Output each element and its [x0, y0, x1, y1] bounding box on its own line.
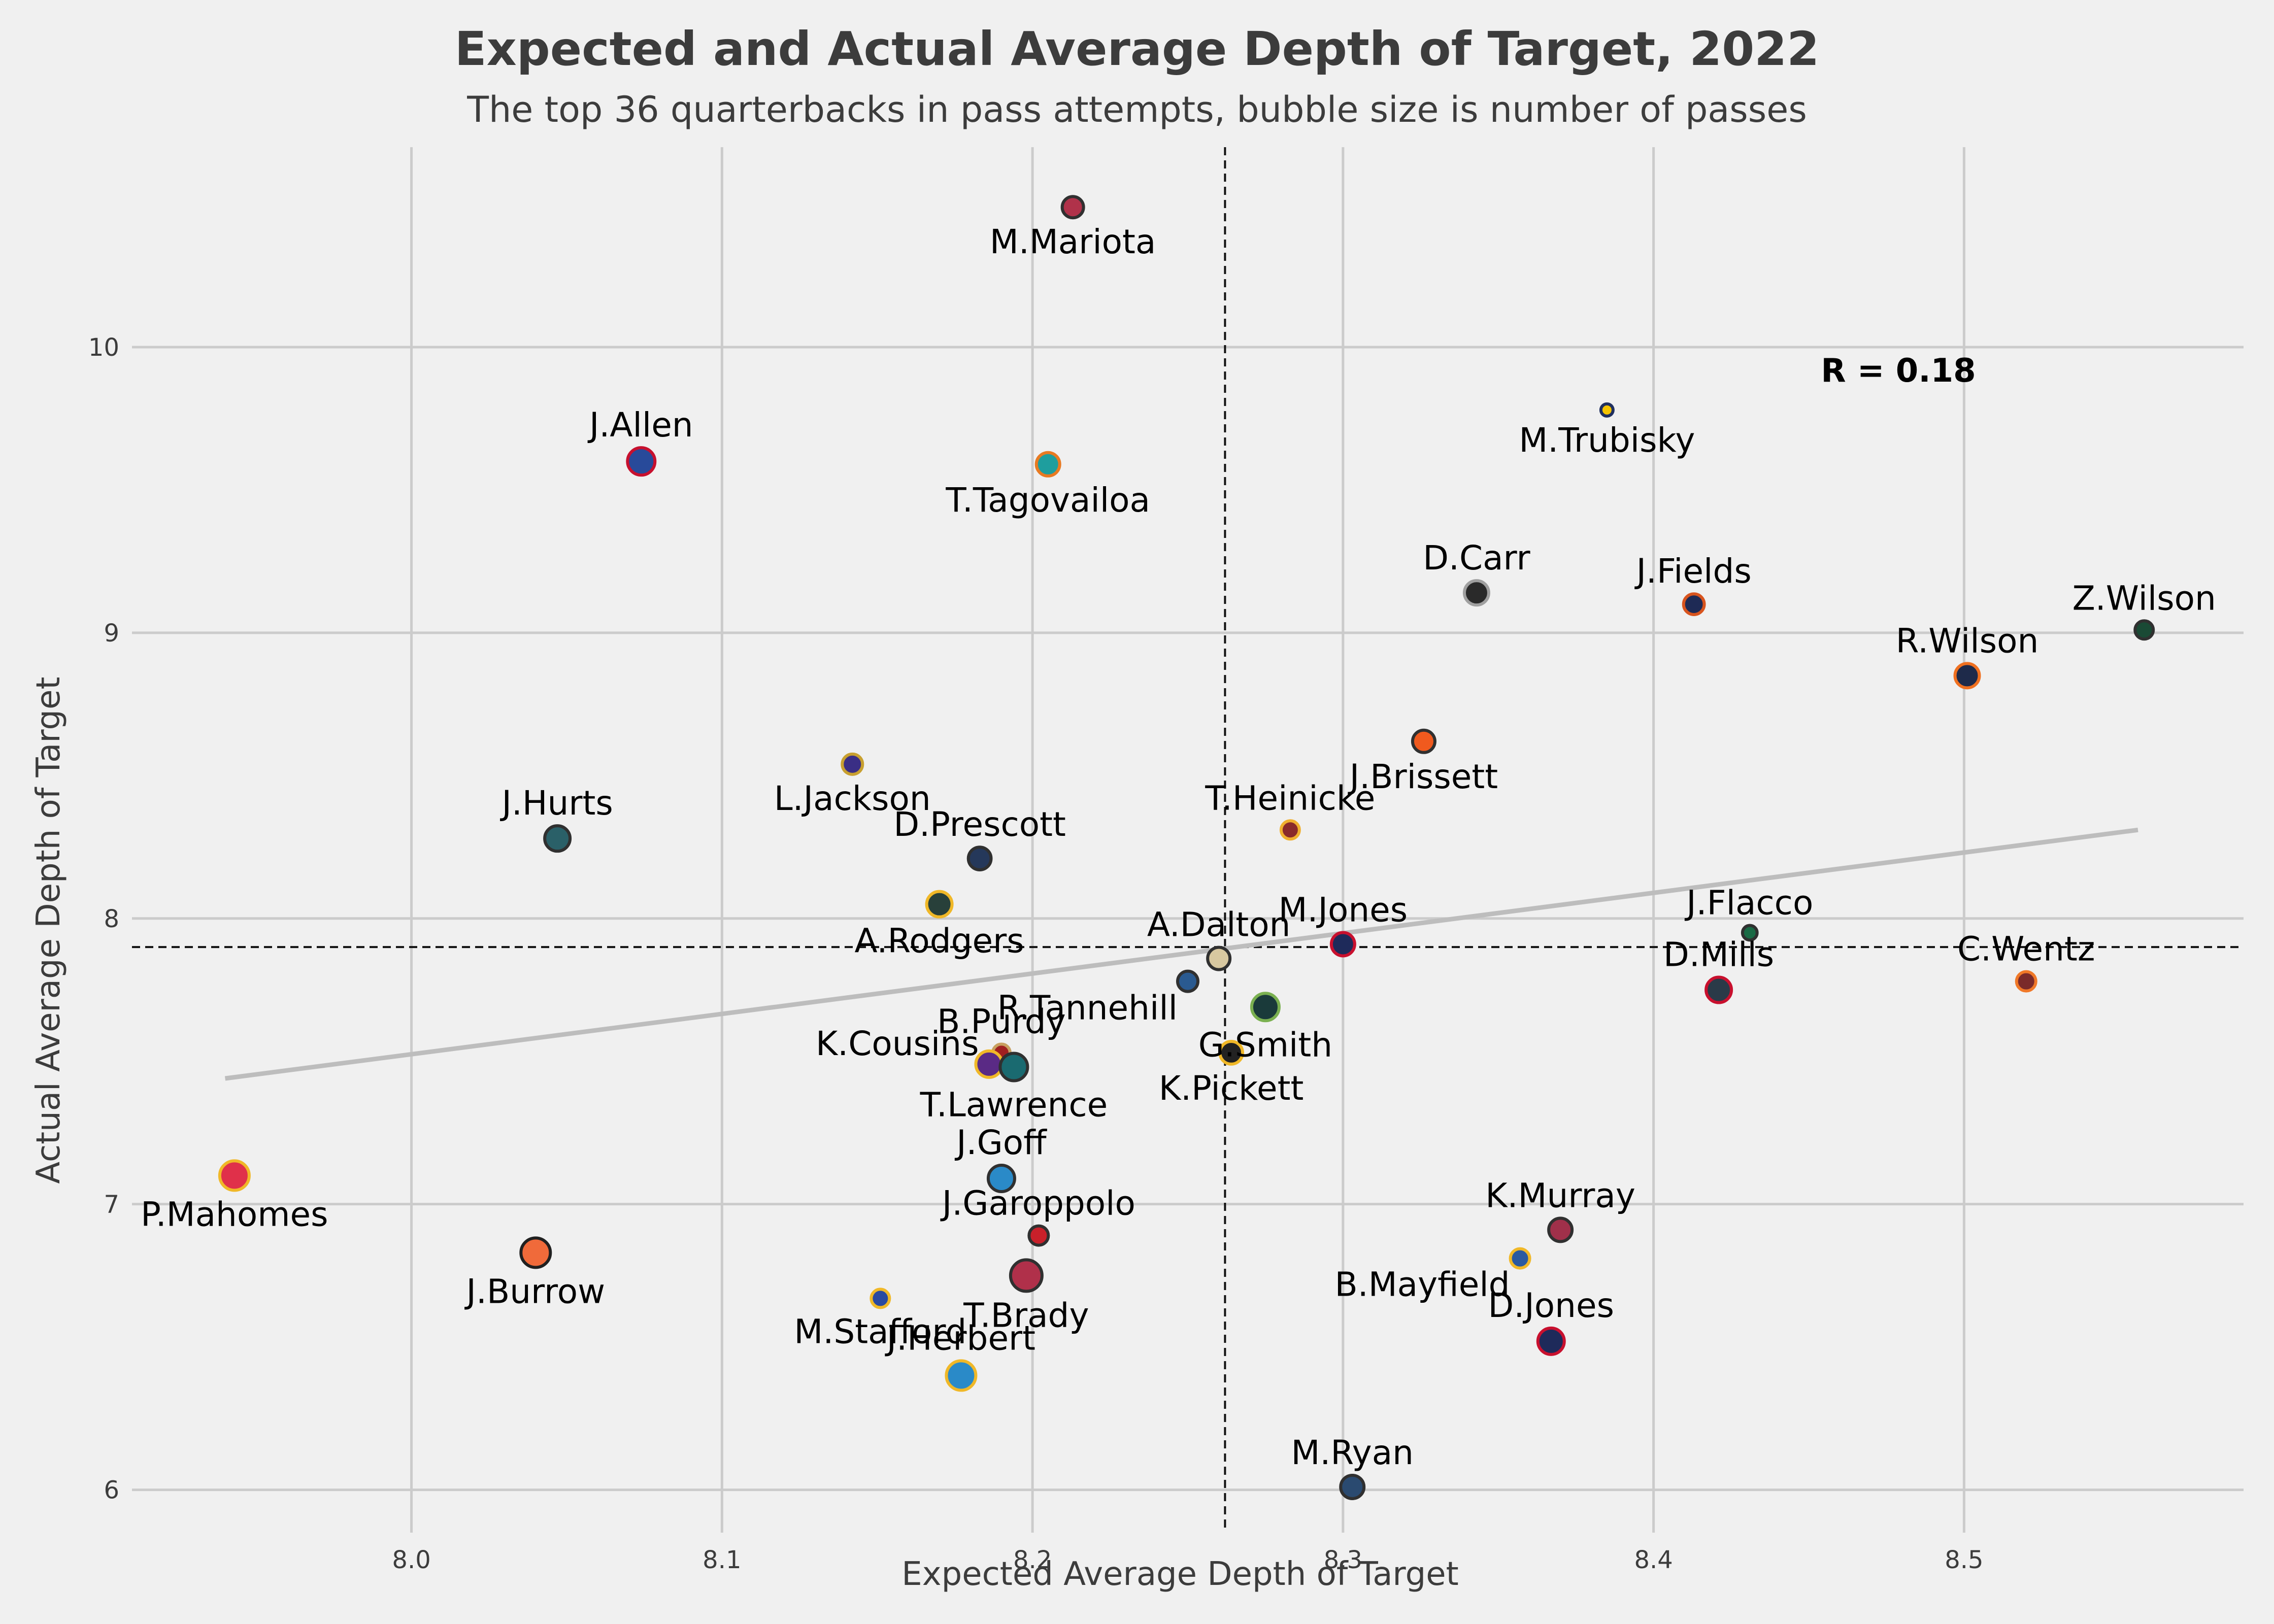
point-label: J.Brissett [1348, 757, 1498, 796]
y-tick-label: 10 [88, 333, 119, 362]
point-label: A.Rodgers [855, 922, 1024, 961]
point-label: K.Cousins [816, 1024, 979, 1063]
y-axis-label: Actual Average Depth of Target [30, 676, 68, 1183]
point-label: J.Fields [1634, 552, 1752, 591]
trend-line [224, 827, 2138, 1081]
point-label: M.Ryan [1291, 1433, 1414, 1472]
data-point [2015, 970, 2037, 993]
point-label: T.Tagovailoa [945, 481, 1150, 520]
point-label: D.Mills [1663, 935, 1774, 974]
data-point [1741, 924, 1759, 942]
point-label: K.Murray [1485, 1176, 1635, 1215]
point-label: Z.Wilson [2072, 579, 2216, 618]
x-axis-label: Expected Average Depth of Target [901, 1555, 1458, 1593]
chart-subtitle: The top 36 quarterbacks in pass attempts… [466, 89, 1807, 130]
point-label: J.Flacco [1684, 884, 1813, 923]
point-label: M.Trubisky [1519, 421, 1695, 460]
x-tick-label: 8.0 [392, 1546, 430, 1574]
data-point [543, 824, 572, 853]
data-point [925, 890, 954, 919]
point-label: J.Garoppolo [940, 1184, 1135, 1223]
chart-title: Expected and Actual Average Depth of Tar… [455, 22, 1820, 76]
data-point [1547, 1216, 1574, 1243]
data-point [1536, 1326, 1566, 1356]
point-labels: M.Mariota M.Trubisky J.Allen T.Tagovailoa D.… [141, 222, 2216, 1472]
point-label: J.Hurts [499, 784, 613, 823]
point-label: M.Jones [1279, 890, 1408, 929]
data-point [1206, 945, 1232, 971]
point-label: A.Dalton [1147, 905, 1291, 944]
point-label: T.Lawrence [920, 1085, 1108, 1124]
data-point [870, 1288, 891, 1309]
data-point [1176, 969, 1199, 993]
data-point [1027, 1224, 1050, 1247]
grid [132, 147, 2244, 1533]
point-label: B.Mayfield [1334, 1265, 1510, 1304]
data-point [998, 1052, 1029, 1082]
data-point [626, 446, 657, 477]
data-point [519, 1236, 552, 1269]
data-point [986, 1164, 1016, 1194]
point-label: R.Tannehill [997, 989, 1178, 1028]
point-label: D.Jones [1488, 1286, 1614, 1325]
x-tick-label: 8.3 [1324, 1546, 1362, 1574]
data-point [1218, 1039, 1245, 1066]
point-label: G.Smith [1198, 1025, 1332, 1064]
data-point [2133, 619, 2155, 641]
data-point [1034, 451, 1061, 478]
data-point [1329, 931, 1356, 958]
data-point [966, 845, 993, 871]
y-tick-label: 6 [104, 1476, 119, 1505]
point-label: L.Jackson [774, 779, 931, 818]
point-label: M.Stafford [794, 1312, 966, 1351]
y-tick-label: 9 [104, 619, 119, 648]
x-tick-label: 8.1 [703, 1546, 741, 1574]
point-label: K.Pickett [1159, 1069, 1303, 1108]
correlation-annotation: R = 0.18 [1821, 352, 1976, 390]
point-label: P.Mahomes [141, 1195, 328, 1234]
y-tick-label: 7 [104, 1191, 119, 1219]
data-point [945, 1359, 978, 1392]
data-point [1704, 975, 1733, 1004]
data-point [1250, 992, 1281, 1023]
data-point [1279, 819, 1301, 841]
trend-line-group [224, 827, 2138, 1081]
data-point [841, 752, 864, 776]
data-point [1953, 662, 1981, 690]
data-point [1599, 402, 1615, 418]
data-point [974, 1049, 1004, 1079]
point-label: J.Herbert [885, 1318, 1035, 1358]
point-label: D.Carr [1423, 538, 1530, 578]
point-label: T.Brady [963, 1296, 1089, 1335]
axis-ticks: 8.0 8.1 8.2 8.3 8.4 8.5 6 7 8 9 10 [88, 333, 1984, 1574]
point-label: C.Wentz [1957, 930, 2095, 969]
point-label: J.Goff [954, 1123, 1047, 1162]
point-label: J.Burrow [464, 1272, 606, 1311]
data-point [1009, 1258, 1044, 1293]
data-point [1339, 1473, 1366, 1500]
x-tick-label: 8.2 [1013, 1546, 1052, 1574]
mean-lines [132, 147, 2244, 1533]
point-label: R.Wilson [1896, 621, 2039, 660]
data-points [218, 195, 2155, 1500]
x-tick-label: 8.5 [1945, 1546, 1983, 1574]
data-point [1509, 1247, 1531, 1270]
data-point [1060, 195, 1085, 220]
point-label: J.Allen [587, 405, 693, 445]
point-label: M.Mariota [990, 222, 1156, 261]
x-tick-label: 8.4 [1634, 1546, 1673, 1574]
data-point [1411, 728, 1436, 754]
data-point [1462, 579, 1490, 607]
point-label: D.Prescott [893, 805, 1066, 844]
point-label: B.Purdy [937, 1002, 1066, 1041]
data-point [218, 1159, 251, 1192]
data-point [1682, 592, 1706, 617]
y-tick-label: 8 [104, 905, 119, 933]
point-label: T.Heinicke [1205, 779, 1375, 818]
